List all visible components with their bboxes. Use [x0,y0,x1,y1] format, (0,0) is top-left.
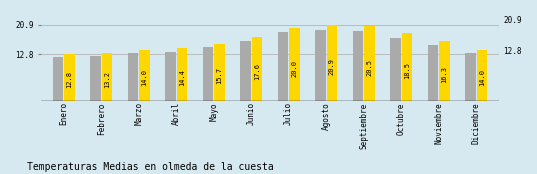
Bar [101,53,112,101]
Text: 13.2: 13.2 [104,71,110,88]
Bar [139,50,149,101]
Text: 20.5: 20.5 [366,59,372,76]
Bar [364,26,374,101]
Bar [465,53,476,101]
Text: 20.9: 20.9 [329,58,335,75]
Bar [476,50,487,101]
Bar [278,32,288,101]
Text: 14.0: 14.0 [479,69,485,86]
Bar [439,41,449,101]
Bar [402,33,412,101]
Text: 14.0: 14.0 [141,69,147,86]
Bar [128,53,138,101]
Text: Temperaturas Medias en olmeda de la cuesta: Temperaturas Medias en olmeda de la cues… [27,162,273,172]
Bar [90,56,101,101]
Text: 16.3: 16.3 [441,66,447,83]
Bar [165,52,176,101]
Text: 18.5: 18.5 [404,62,410,79]
Bar [214,44,224,101]
Bar [177,48,187,101]
Bar [289,28,300,101]
Bar [240,41,251,101]
Bar [315,30,326,101]
Bar [64,54,75,101]
Text: 20.0: 20.0 [291,60,297,77]
Bar [203,47,213,101]
Text: 14.4: 14.4 [179,69,185,86]
Text: 15.7: 15.7 [216,67,222,84]
Bar [251,37,262,101]
Bar [326,25,337,101]
Text: 17.6: 17.6 [254,64,260,80]
Bar [53,57,63,101]
Bar [428,45,438,101]
Text: 12.8: 12.8 [66,71,72,88]
Bar [353,31,363,101]
Bar [390,38,401,101]
